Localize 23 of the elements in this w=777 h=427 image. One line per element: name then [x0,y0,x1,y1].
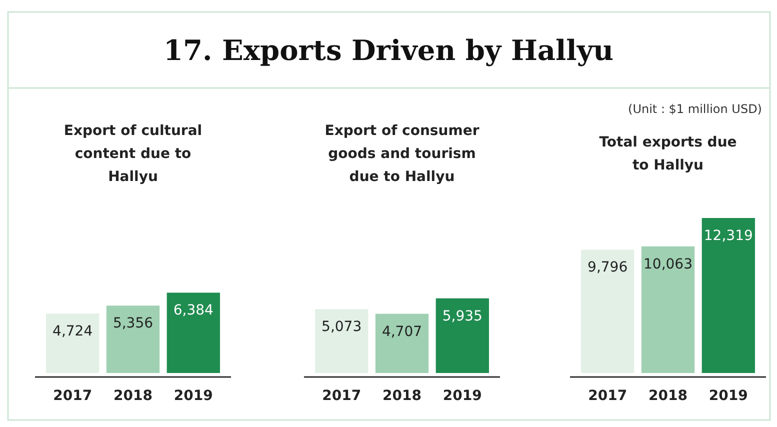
text: (Unit : $1 million USD) [628,102,762,116]
data-label: 5,073 [322,319,362,336]
chart-subtitle: Export of cultural content due to Hallyu [64,123,202,185]
x-tick-label: 2017 [53,388,92,404]
data-label: 5,935 [442,308,482,324]
data-label: 10,063 [644,256,692,272]
chart-subtitle: Total exports due to Hallyu [599,134,737,174]
x-tick-label: 2019 [708,388,748,404]
x-tick-label: 2018 [114,388,152,404]
x-tick-label: 2017 [588,388,628,404]
chart-subtitle: Export of consumer goods and tourism due to Hallyu [324,123,480,185]
x-tick-label: 2017 [322,388,362,404]
data-label: 12,319 [704,228,753,244]
data-label: 4,707 [382,324,422,340]
data-label: 6,384 [173,302,214,319]
x-tick-label: 2019 [174,388,213,404]
text: 17. Exports Driven by Hallyu [164,34,614,67]
data-label: 9,796 [588,260,628,276]
x-tick-label: 2018 [648,388,688,404]
data-label: 5,356 [112,316,154,332]
data-label: 4,724 [52,324,93,340]
x-tick-label: 2019 [442,388,482,404]
x-tick-label: 2018 [382,388,422,404]
